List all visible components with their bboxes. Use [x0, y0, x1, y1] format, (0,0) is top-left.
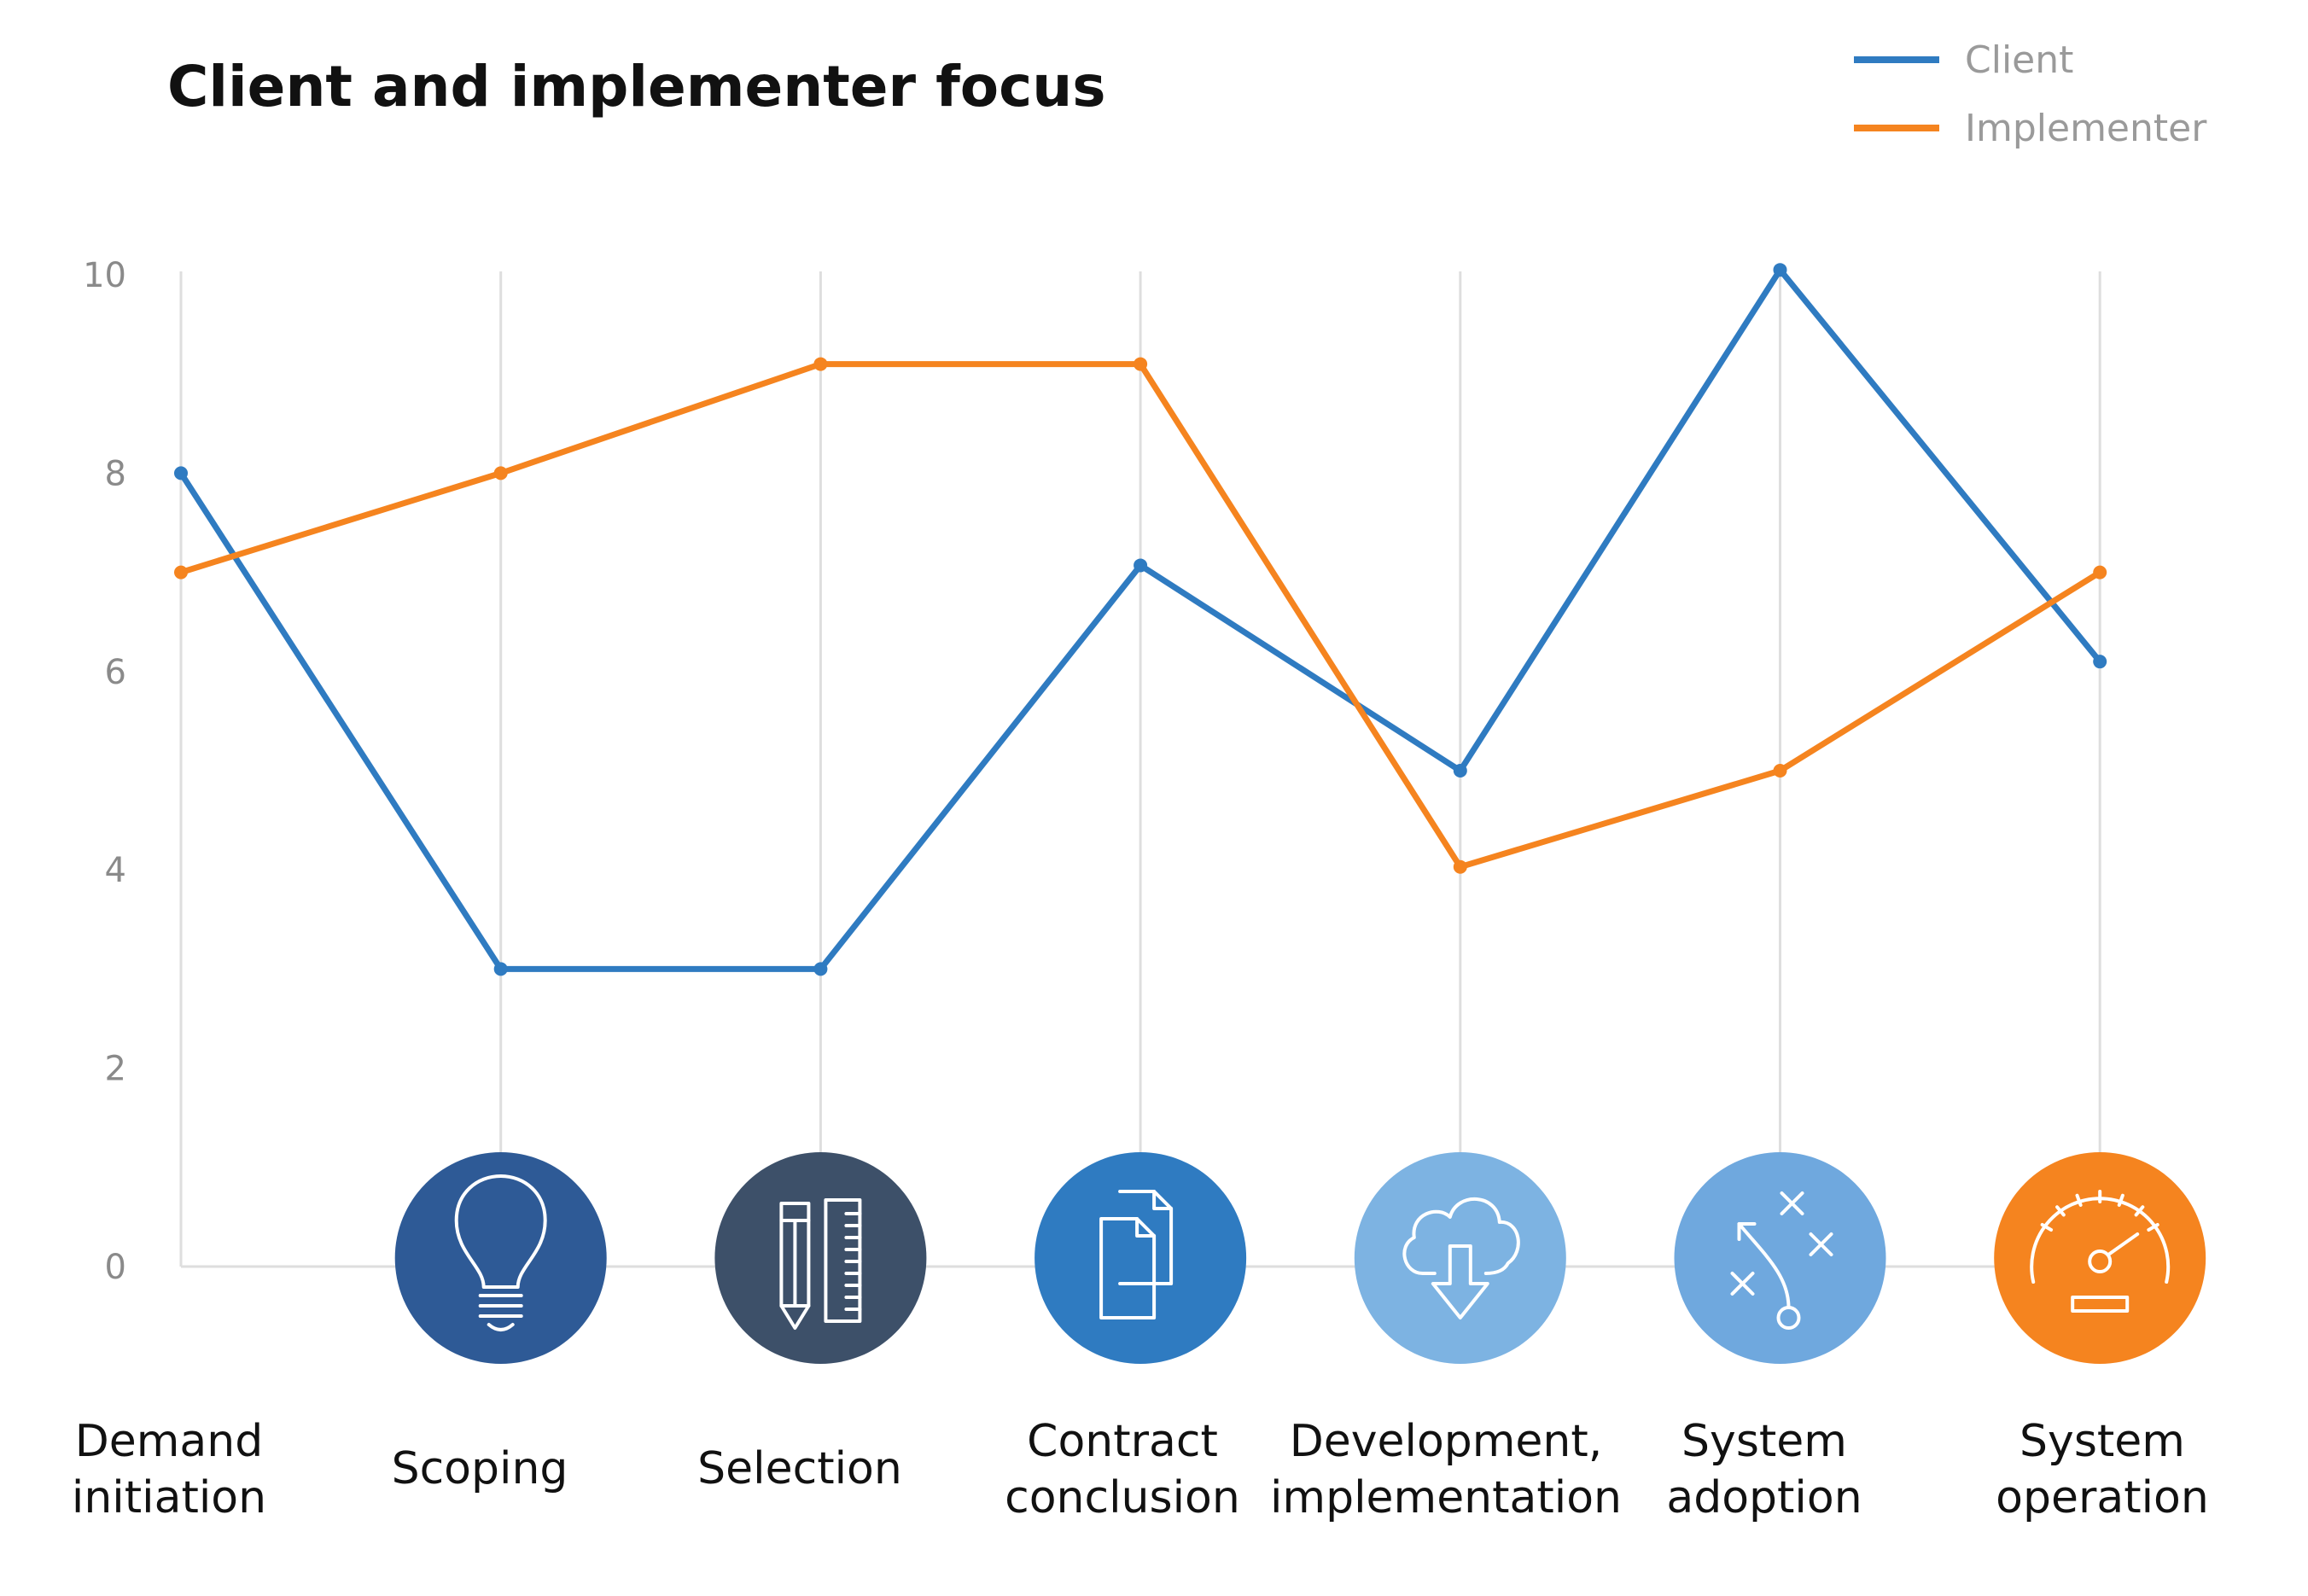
data-point-implementer	[1773, 764, 1787, 778]
icon-circle	[1674, 1152, 1886, 1364]
icon-circle	[1994, 1152, 2206, 1364]
y-tick-label: 0	[105, 1248, 126, 1287]
data-point-client	[493, 962, 508, 976]
y-tick-label: 8	[105, 454, 126, 493]
data-point-client	[813, 962, 828, 976]
category-label: System adoption	[1666, 1416, 1862, 1523]
data-point-client	[1134, 558, 1148, 573]
data-point-implementer	[2093, 565, 2107, 580]
category-label: Development, implementation	[1270, 1416, 1622, 1523]
data-point-client	[174, 466, 188, 481]
y-tick-label: 4	[105, 851, 126, 890]
series-lines	[174, 263, 2107, 976]
data-point-client	[2093, 655, 2107, 669]
documents-icon	[1035, 1152, 1247, 1364]
x-axis-categories: Demand initiation Scoping Selection Contract…	[72, 1416, 2209, 1523]
category-label: Selection	[697, 1443, 902, 1494]
data-point-implementer	[1134, 357, 1148, 371]
data-point-client	[1773, 263, 1787, 277]
data-point-implementer	[493, 466, 508, 481]
phase-icons	[394, 1152, 2206, 1364]
grid-lines	[179, 271, 2101, 1268]
speedometer-icon	[1994, 1152, 2206, 1364]
data-point-implementer	[174, 565, 188, 580]
data-point-client	[1453, 764, 1467, 778]
category-label: Scoping	[392, 1443, 568, 1494]
y-axis-ticks: 0 2 4 6 8 10	[83, 256, 126, 1287]
cloud-download-icon	[1354, 1152, 1566, 1364]
icon-circle	[1035, 1152, 1247, 1364]
icon-circle	[1354, 1152, 1566, 1364]
y-tick-label: 2	[105, 1050, 126, 1089]
category-label: Contract conclusion	[1005, 1416, 1240, 1523]
icon-circle	[394, 1152, 607, 1364]
chart-title: Client and implementer focus	[167, 54, 1106, 119]
data-point-implementer	[1453, 859, 1467, 874]
icon-circle	[714, 1152, 927, 1364]
y-tick-label: 6	[105, 653, 126, 692]
legend: Client Implementer	[1854, 38, 2207, 150]
data-point-implementer	[813, 357, 828, 371]
pencil-ruler-icon	[714, 1152, 927, 1364]
strategy-play-icon	[1674, 1152, 1886, 1364]
category-label: Demand initiation	[72, 1416, 266, 1523]
legend-label-client: Client	[1965, 38, 2073, 82]
legend-label-implementer: Implementer	[1965, 107, 2207, 150]
category-label: System operation	[1996, 1416, 2209, 1523]
lightbulb-icon	[394, 1152, 607, 1364]
y-tick-label: 10	[83, 256, 126, 295]
